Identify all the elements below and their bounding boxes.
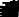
Text: Triprolidine: Triprolidine — [11, 0, 19, 15]
Point — [8, 11, 9, 12]
Text: Figure 2: Figure 2 — [1, 1, 19, 17]
Text: Compound 37: Compound 37 — [11, 0, 19, 17]
Point — [9, 12, 10, 13]
